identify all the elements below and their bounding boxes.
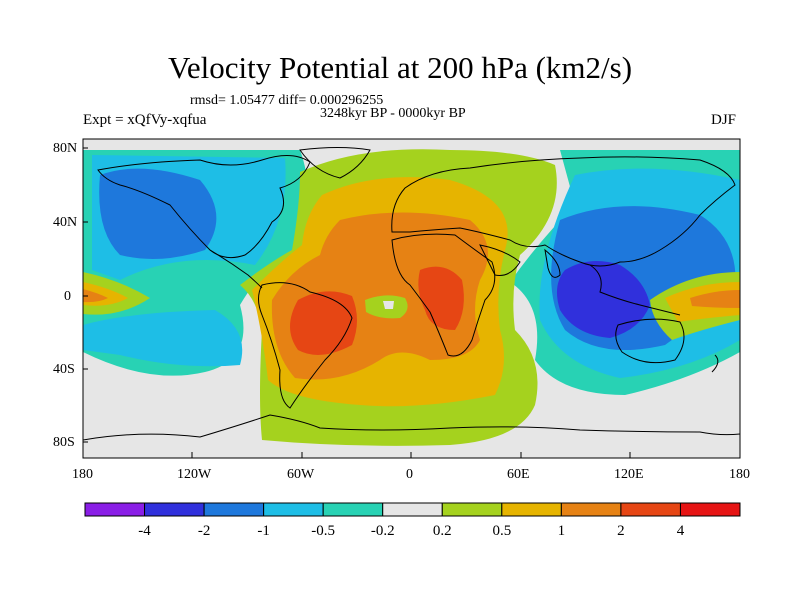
colorbar-swatch [560, 502, 622, 517]
axis-ticks [82, 147, 741, 458]
contour-south-pacific-band [83, 310, 243, 367]
colorbar-label: -4 [138, 523, 151, 539]
colorbar-label: -0.5 [311, 523, 335, 539]
coast-southeast-asia [589, 264, 681, 316]
coast-africa [391, 233, 496, 357]
colorbar-swatch [501, 502, 562, 517]
colorbar-label: 1 [558, 523, 566, 539]
lon-label-120w: 120W [177, 467, 212, 482]
coast-south-america [258, 282, 353, 409]
stats-line: rmsd= 1.05477 diff= 0.000296255 [190, 93, 384, 108]
lon-label-0: 0 [406, 467, 413, 482]
coast-australia [615, 318, 685, 364]
colorbar-swatch [441, 502, 503, 517]
lon-label-180w: 180 [72, 467, 93, 482]
season-label: DJF [711, 112, 737, 128]
colorbar-label: 0.5 [492, 523, 511, 539]
colorbar-label: -1 [257, 523, 270, 539]
contour-dateline-plus1-west [83, 289, 108, 303]
contour-atlantic-dip-center [383, 301, 394, 309]
lat-label-80n: 80N [53, 141, 78, 156]
colorbar-swatch [679, 502, 741, 517]
colorbar-swatch [203, 502, 265, 517]
colorbar-swatch [322, 502, 384, 517]
map-title: Velocity Potential at 200 hPa (km2/s) [167, 50, 633, 85]
contour-dateline-plus1-east [690, 290, 740, 308]
coast-arabia [479, 244, 521, 276]
contour-south-america-max [290, 291, 357, 355]
period-label: 3248kyr BP - 0000kyr BP [320, 106, 466, 121]
colorbar-swatch [620, 502, 681, 517]
coast-greenland [299, 147, 371, 179]
lat-label-40s: 40S [53, 362, 75, 377]
coast-antarctica [83, 414, 740, 441]
lat-label-0: 0 [64, 289, 71, 304]
contour-field [83, 139, 740, 458]
colorbar-swatch [144, 502, 205, 517]
contour-africa-max [418, 266, 464, 330]
coast-new-zealand [711, 354, 719, 373]
lat-label-80s: 80S [53, 435, 75, 450]
coastlines [83, 147, 740, 441]
colorbar-swatch [382, 502, 443, 517]
coast-central-america [209, 249, 263, 289]
coast-india [544, 248, 561, 278]
colorbar-label: 0.2 [433, 523, 452, 539]
lat-label-40n: 40N [53, 215, 78, 230]
colorbar-swatch [263, 502, 324, 517]
colorbar-label: -2 [198, 523, 211, 539]
colorbar-label: 2 [617, 523, 625, 539]
colorbar-label: -0.2 [371, 523, 395, 539]
experiment-label: Expt = xQfVy-xqfua [83, 112, 207, 128]
colorbar: -4 -2 -1 -0.5 -0.2 0.2 0.5 1 2 4 [84, 502, 741, 539]
colorbar-swatch [84, 502, 146, 517]
lon-label-120e: 120E [614, 467, 644, 482]
contour-maritime-minimum [556, 261, 650, 338]
lon-label-60e: 60E [507, 467, 530, 482]
lon-label-60w: 60W [287, 467, 315, 482]
coast-north-america [97, 155, 311, 259]
contour-west-pacific-minus2 [99, 168, 217, 259]
colorbar-label: 4 [677, 523, 685, 539]
lon-label-180e: 180 [729, 467, 750, 482]
coast-eurasia [391, 156, 736, 267]
